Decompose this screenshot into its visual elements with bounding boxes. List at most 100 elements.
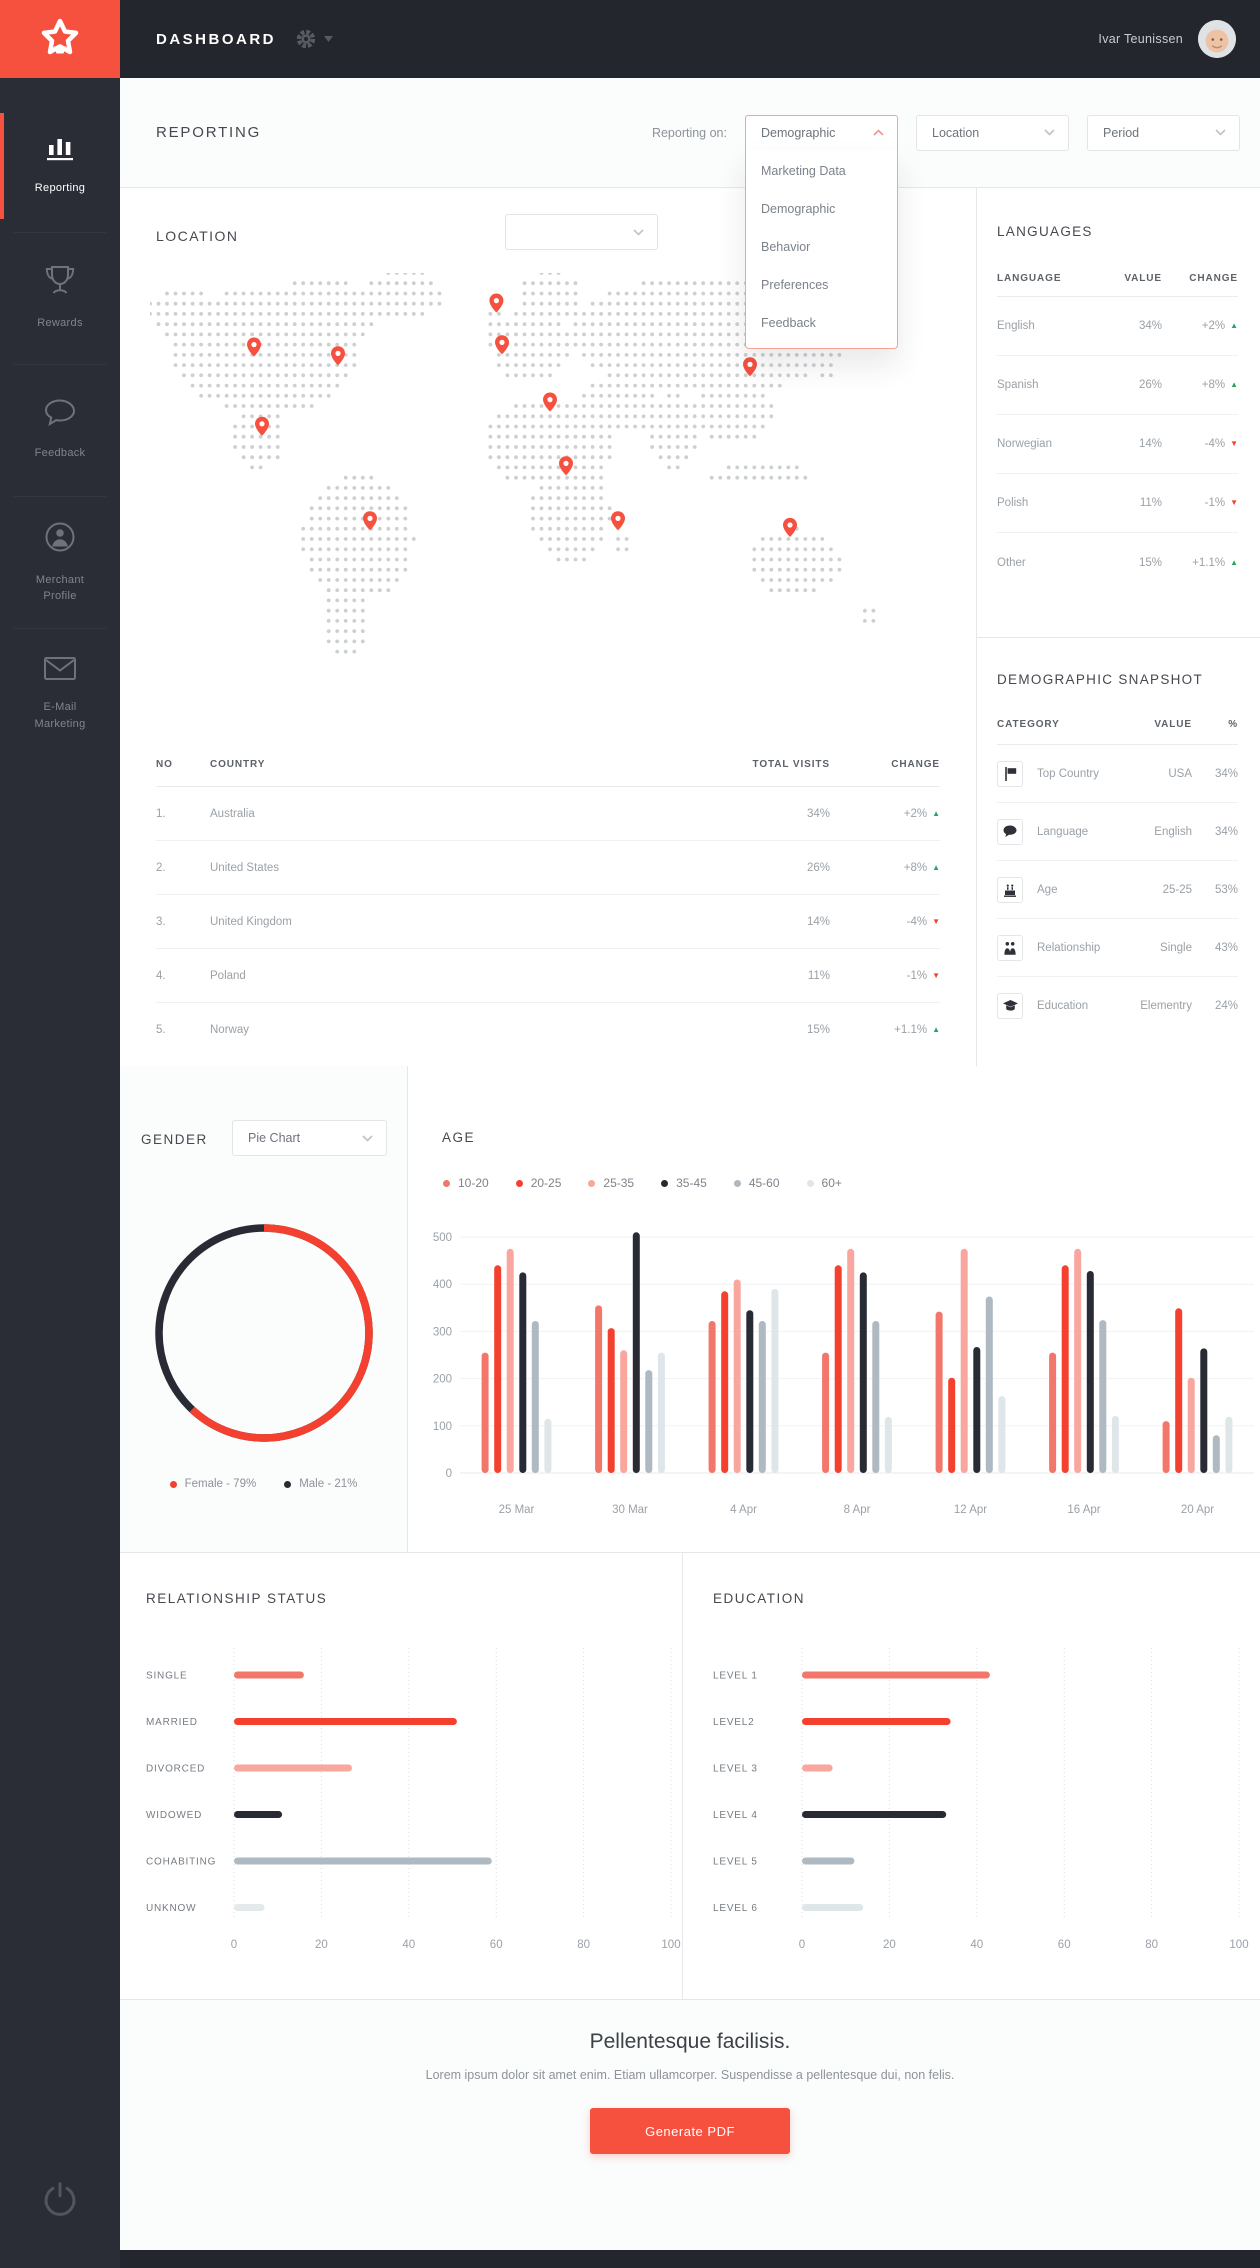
- row-no: 2.: [156, 861, 166, 874]
- settings-gear-icon[interactable]: [296, 29, 316, 49]
- reporting-on-select[interactable]: Demographic Marketing Data Demographic Beh…: [745, 114, 898, 349]
- bar: [1162, 1421, 1170, 1473]
- chevron-down-icon: [633, 228, 644, 236]
- map-pin-icon[interactable]: [363, 511, 377, 531]
- app-logo[interactable]: [0, 0, 120, 78]
- row-change: -1% ▼: [906, 969, 940, 982]
- sidebar-item-rewards[interactable]: Rewards: [0, 232, 120, 364]
- sidebar-item-label: Feedback: [34, 447, 86, 460]
- envelope-icon: [44, 657, 76, 680]
- bar: [657, 1352, 665, 1473]
- bar: [802, 1857, 855, 1865]
- map-pin-icon[interactable]: [331, 346, 345, 366]
- gender-chart-type-select[interactable]: Pie Chart: [232, 1120, 387, 1156]
- bar: [234, 1811, 283, 1818]
- triangle-up-icon: ▲: [1230, 380, 1238, 389]
- period-select[interactable]: Period: [1087, 114, 1240, 151]
- power-button[interactable]: [0, 2180, 120, 2216]
- footer-heading: Pellentesque facilisis.: [589, 2030, 791, 2053]
- triangle-up-icon: ▲: [1230, 321, 1238, 330]
- generate-pdf-button[interactable]: Generate PDF: [590, 2108, 790, 2154]
- row-no: 5.: [156, 1024, 166, 1036]
- bar: [234, 1857, 492, 1865]
- bar: [1200, 1348, 1208, 1473]
- column-header: LANGUAGE: [997, 273, 1062, 284]
- language-change: +2% ▲: [1201, 320, 1238, 332]
- location-panel: LOCATION NO COUNTRY TOTAL VISITS CHANGE 1. Au…: [120, 188, 977, 1066]
- svg-text:100: 100: [433, 1421, 452, 1433]
- column-header: TOTAL VISITS: [752, 759, 830, 770]
- dropdown-option-marketing-data[interactable]: Marketing Data: [761, 163, 846, 178]
- sidebar-item-label: Reporting: [34, 182, 86, 195]
- map-pin-icon[interactable]: [559, 456, 573, 476]
- dropdown-option-preferences[interactable]: Preferences: [761, 277, 829, 292]
- map-pin-icon[interactable]: [489, 293, 504, 313]
- sidebar-item-feedback[interactable]: Feedback: [0, 364, 120, 496]
- list-item: Education Elementry 24%: [997, 977, 1238, 1035]
- user-name: Ivar Teunissen: [1098, 32, 1183, 46]
- map-pin-icon[interactable]: [247, 337, 261, 357]
- grad-cap-icon-box: [997, 993, 1023, 1019]
- settings-caret-icon[interactable]: [324, 36, 333, 42]
- list-item: Norwegian 14% -4% ▼: [997, 415, 1238, 474]
- row-total-visits: 14%: [806, 915, 830, 928]
- dropdown-option-demographic[interactable]: Demographic: [761, 201, 836, 216]
- category-percent: 53%: [1214, 883, 1238, 896]
- dropdown-option-behavior[interactable]: Behavior: [761, 239, 811, 254]
- sidebar-item-e-mail-marketing[interactable]: E-Mail Marketing: [0, 628, 120, 760]
- map-pin-icon[interactable]: [543, 392, 557, 412]
- demographic-snapshot-table: CATEGORY VALUE% Top Country USA 34% Languag…: [997, 705, 1238, 1035]
- avatar[interactable]: [1198, 20, 1236, 58]
- column-header: VALUE: [1154, 719, 1192, 730]
- language-value: 15%: [1138, 556, 1162, 569]
- gender-chart-type-value: Pie Chart: [248, 1131, 301, 1145]
- svg-text:100: 100: [1229, 1939, 1248, 1951]
- location-filter-select[interactable]: [505, 214, 658, 250]
- column-header: CHANGE: [891, 759, 940, 770]
- bar: [802, 1811, 947, 1818]
- map-pin-icon[interactable]: [743, 357, 757, 377]
- main-content: REPORTING Reporting on: Demographic Mark…: [120, 78, 1260, 2250]
- map-pin-icon[interactable]: [783, 517, 797, 537]
- bar: [872, 1321, 880, 1473]
- bar: [234, 1718, 457, 1725]
- column-header: %: [1228, 719, 1238, 730]
- report-header: REPORTING Reporting on: Demographic Mark…: [120, 78, 1260, 349]
- legend-label: 35-45: [676, 1176, 707, 1190]
- bar: [531, 1321, 539, 1473]
- dropdown-option-feedback[interactable]: Feedback: [761, 315, 816, 330]
- sidebar-item-merchant-profile[interactable]: Merchant Profile: [0, 496, 120, 628]
- top-bar: DASHBOARD Ivar Teunissen: [0, 0, 1260, 78]
- flag-icon: [1004, 766, 1016, 781]
- legend-item: 25-35: [588, 1176, 634, 1190]
- triangle-down-icon: ▼: [1230, 498, 1238, 507]
- bar: [960, 1248, 968, 1473]
- map-pin-icon[interactable]: [611, 511, 625, 531]
- demographic-table-header: CATEGORY VALUE%: [997, 705, 1238, 745]
- chevron-down-icon: [1215, 129, 1226, 136]
- bar: [1086, 1271, 1094, 1473]
- svg-text:SINGLE: SINGLE: [146, 1671, 187, 1682]
- list-item: Language English 34%: [997, 803, 1238, 861]
- bar: [884, 1416, 892, 1473]
- languages-table-header: LANGUAGE VALUE CHANGE: [997, 261, 1238, 297]
- map-pin-icon[interactable]: [495, 335, 509, 355]
- language-change: +8% ▲: [1201, 379, 1238, 391]
- chevron-down-icon: [362, 1134, 373, 1142]
- legend-label: Male - 21%: [299, 1478, 358, 1490]
- sidebar-item-reporting[interactable]: Reporting: [0, 100, 120, 232]
- cake-icon-box: [997, 876, 1023, 903]
- svg-text:80: 80: [577, 1939, 590, 1951]
- svg-text:8 Apr: 8 Apr: [844, 1504, 871, 1516]
- map-pin-icon[interactable]: [255, 416, 269, 436]
- reporting-on-label: Reporting on:: [651, 125, 727, 140]
- period-select-value: Period: [1103, 125, 1140, 140]
- legend-item: 60+: [806, 1176, 842, 1190]
- footer-cta: Pellentesque facilisis. Lorem ipsum dolo…: [120, 2000, 1260, 2250]
- bar: [1187, 1377, 1195, 1473]
- svg-text:COHABITING: COHABITING: [146, 1857, 216, 1868]
- location-select[interactable]: Location: [916, 114, 1069, 151]
- svg-text:LEVEL 3: LEVEL 3: [713, 1764, 758, 1775]
- age-legend: 10-20 20-25 25-35 35-45 45-60 60+: [443, 1176, 842, 1190]
